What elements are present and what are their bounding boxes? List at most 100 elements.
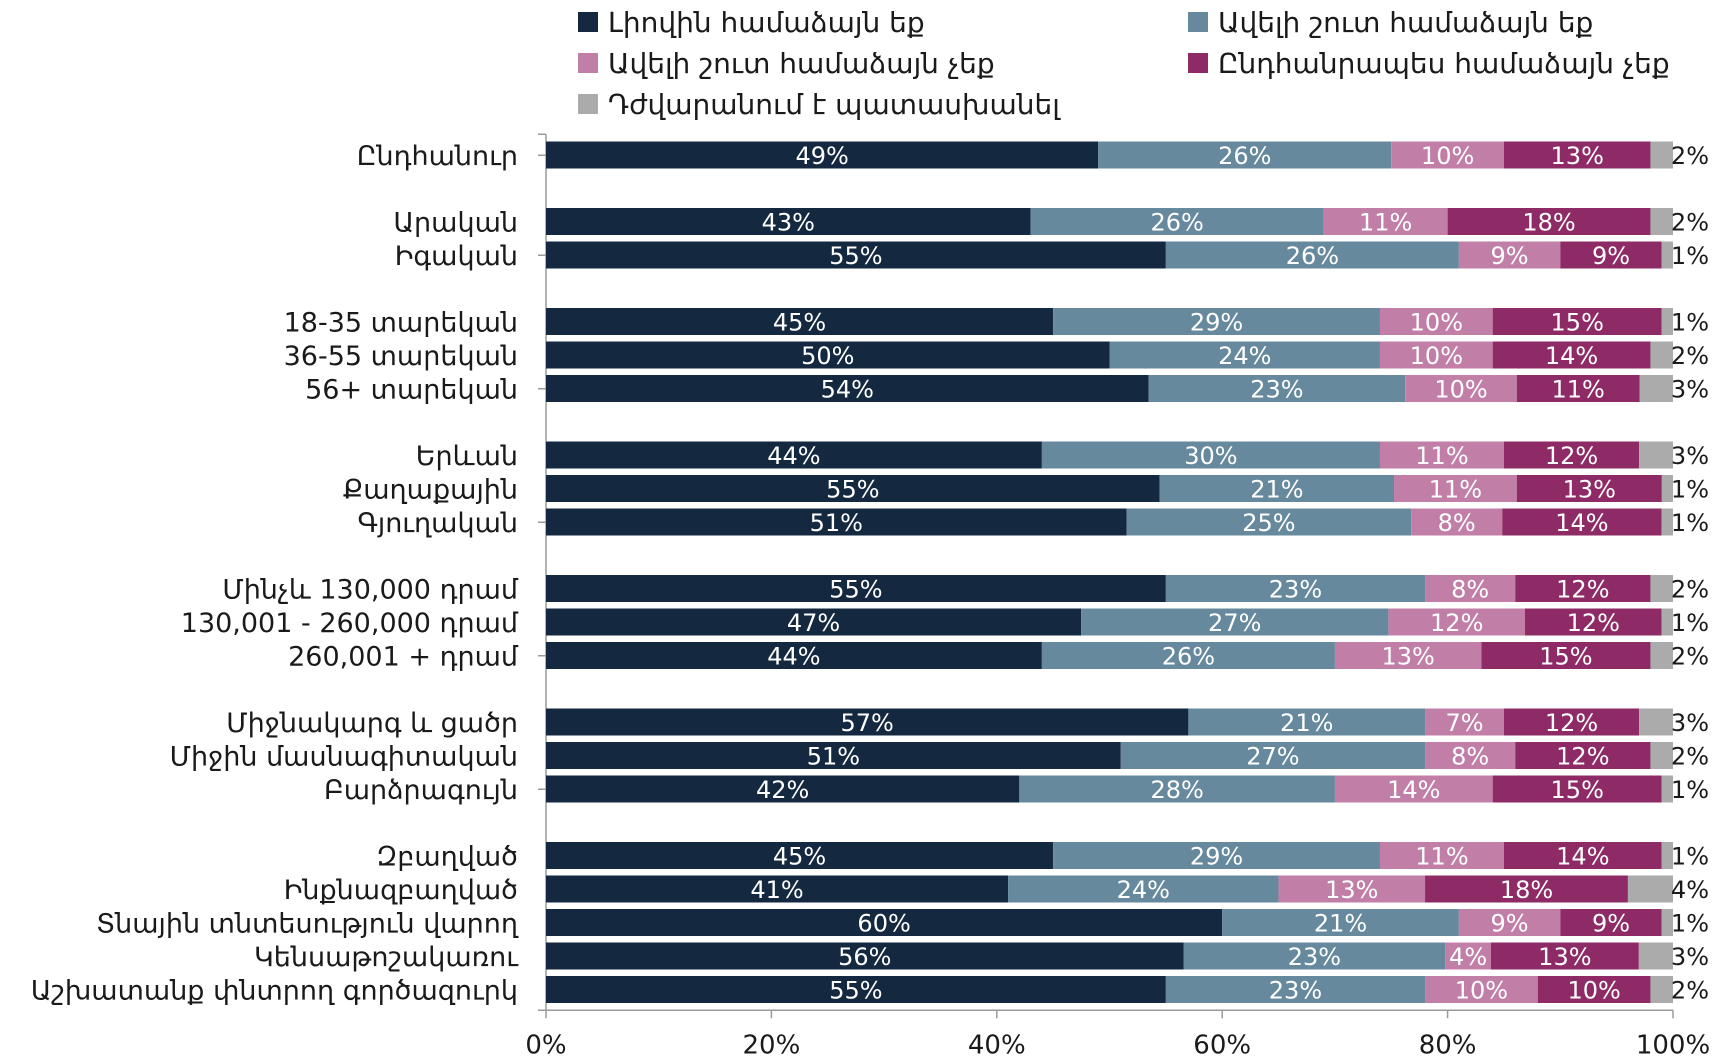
bar-segment xyxy=(1458,241,1561,269)
bar-segment xyxy=(1650,642,1673,669)
category-label: Միջնակարգ և ցածր xyxy=(226,708,518,739)
x-tick-label: 20% xyxy=(743,1030,801,1060)
data-label: 27% xyxy=(1246,743,1299,771)
bar-segment xyxy=(1516,475,1662,502)
legend-swatch xyxy=(578,94,598,114)
data-label: 8% xyxy=(1451,576,1489,604)
legend-label: Լիովին համաձայն եք xyxy=(608,6,925,39)
category-label: Իգական xyxy=(395,241,518,272)
data-label: 13% xyxy=(1563,476,1616,504)
bar-segment xyxy=(1109,341,1380,369)
bar-segment xyxy=(1334,642,1482,669)
bar-segment xyxy=(1661,842,1673,869)
data-label: 10% xyxy=(1410,342,1463,370)
category-label: 260,001 + դրամ xyxy=(288,642,519,673)
data-label: 8% xyxy=(1438,509,1476,537)
data-label: 8% xyxy=(1451,743,1489,771)
data-label: 12% xyxy=(1545,709,1598,737)
bar-segment xyxy=(1661,508,1673,536)
category-label: Զբաղված xyxy=(376,842,518,873)
category-label: 36-55 տարեկան xyxy=(284,341,518,372)
bar-segment xyxy=(1639,708,1673,736)
data-label: 27% xyxy=(1208,609,1261,637)
bar-segment xyxy=(1379,308,1493,335)
data-label: 49% xyxy=(795,142,848,170)
bar-segment xyxy=(1425,976,1538,1003)
legend-label: Ավելի շուտ համաձայն եք xyxy=(1218,6,1593,39)
bar-segment xyxy=(1515,742,1651,769)
bar-segment xyxy=(1650,341,1673,369)
bar-segment xyxy=(1405,375,1517,402)
bar-segment xyxy=(1490,942,1639,970)
data-label: 2% xyxy=(1671,643,1709,671)
data-label: 2% xyxy=(1671,743,1709,771)
data-label: 30% xyxy=(1184,442,1237,470)
bar-segment xyxy=(1411,508,1503,536)
bar-segment xyxy=(1650,141,1673,169)
bar-segment xyxy=(1503,141,1651,169)
bar-segment xyxy=(1008,875,1279,903)
data-label: 14% xyxy=(1387,776,1440,804)
bar-segment xyxy=(1639,375,1673,402)
bar-segment xyxy=(546,976,1166,1003)
data-label: 10% xyxy=(1410,309,1463,337)
category-label: Մինչև 130,000 դրամ xyxy=(222,575,519,606)
bar-segment xyxy=(1425,575,1516,602)
x-tick-label: 0% xyxy=(525,1030,566,1060)
data-label: 43% xyxy=(762,209,815,237)
bar-segment xyxy=(1661,308,1673,335)
x-tick-label: 100% xyxy=(1636,1030,1710,1060)
bar-segment xyxy=(1492,775,1662,803)
bar-segment xyxy=(546,475,1160,502)
bar-segment xyxy=(1165,976,1426,1003)
data-label: 11% xyxy=(1551,376,1604,404)
bar-segment xyxy=(1183,942,1446,970)
data-label: 10% xyxy=(1567,977,1620,1005)
bar-segment xyxy=(1481,642,1651,669)
data-label: 13% xyxy=(1325,876,1378,904)
category-label: Կենսաթոշակառու xyxy=(254,942,519,973)
data-label: 26% xyxy=(1218,142,1271,170)
data-label: 56% xyxy=(838,943,891,971)
bar-segment xyxy=(1650,976,1673,1003)
bar-segment xyxy=(1391,141,1504,169)
bar-segment xyxy=(546,141,1099,169)
bar-segment xyxy=(1492,308,1662,335)
data-label: 57% xyxy=(841,709,894,737)
category-label: 56+ տարեկան xyxy=(305,375,518,406)
data-label: 1% xyxy=(1671,476,1709,504)
data-label: 60% xyxy=(857,910,910,938)
bar-segment xyxy=(1323,208,1448,235)
bar-segment xyxy=(546,341,1110,369)
data-label: 25% xyxy=(1242,509,1295,537)
data-label: 2% xyxy=(1671,977,1709,1005)
legend-swatch xyxy=(578,12,598,32)
data-label: 55% xyxy=(826,476,879,504)
data-label: 2% xyxy=(1671,142,1709,170)
data-label: 21% xyxy=(1250,476,1303,504)
bar-segment xyxy=(1560,909,1662,936)
data-label: 21% xyxy=(1314,910,1367,938)
bar-segment xyxy=(1537,976,1651,1003)
data-label: 50% xyxy=(801,342,854,370)
data-label: 12% xyxy=(1567,609,1620,637)
category-label: Քաղաքային xyxy=(343,475,518,506)
bar-segment xyxy=(1503,708,1640,736)
bar-segment xyxy=(1661,775,1673,803)
category-label: Բարձրագույն xyxy=(324,775,518,806)
data-label: 1% xyxy=(1671,609,1709,637)
bar-segment xyxy=(546,942,1184,970)
bar-segment xyxy=(546,875,1009,903)
bar-segment xyxy=(1661,909,1673,936)
data-label: 26% xyxy=(1286,242,1339,270)
legend-swatch xyxy=(578,53,598,73)
data-label: 15% xyxy=(1539,643,1592,671)
data-label: 41% xyxy=(750,876,803,904)
data-label: 55% xyxy=(829,977,882,1005)
bar-segment xyxy=(546,708,1189,736)
data-label: 45% xyxy=(773,309,826,337)
bar-segment xyxy=(1425,875,1628,903)
bar-segment xyxy=(1650,575,1673,602)
bar-segment xyxy=(1394,475,1517,502)
data-label: 28% xyxy=(1150,776,1203,804)
